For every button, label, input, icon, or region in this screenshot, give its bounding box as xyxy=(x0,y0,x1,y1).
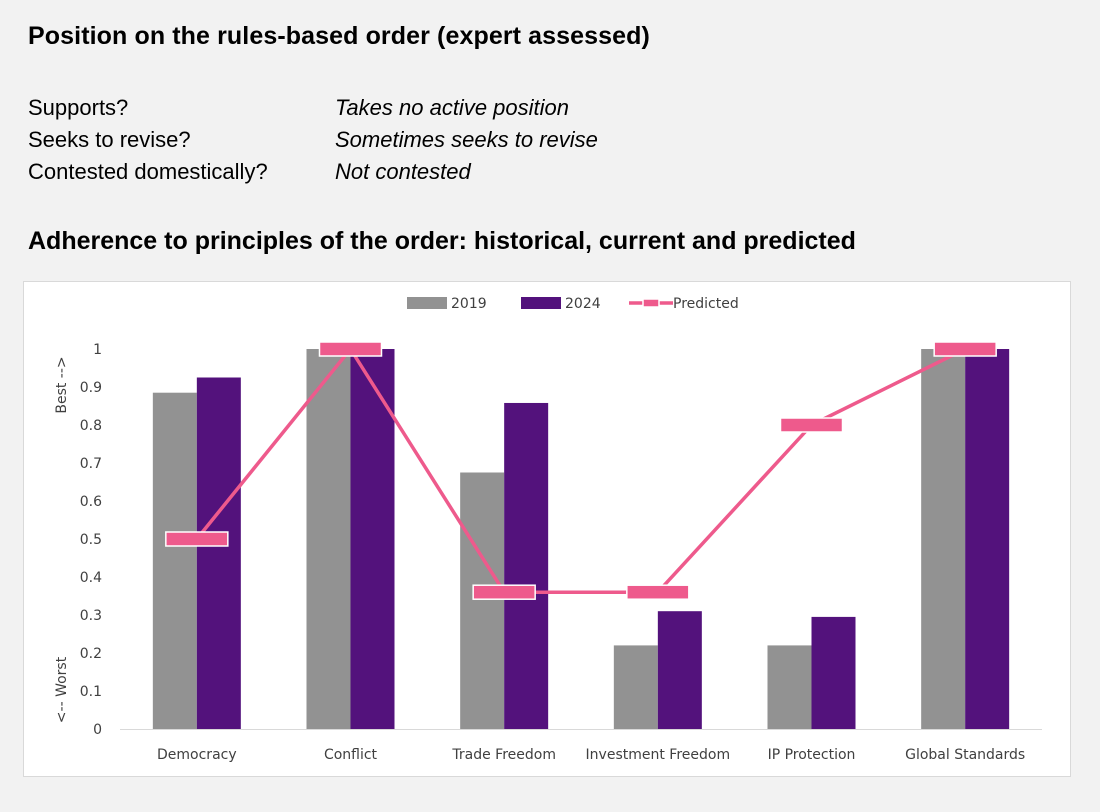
x-category-label: IP Protection xyxy=(768,747,856,763)
legend-swatch-2019 xyxy=(407,297,447,309)
predicted-marker-democracy xyxy=(165,531,229,547)
page-title: Position on the rules-based order (exper… xyxy=(28,22,650,50)
bar-2024-global-standards xyxy=(965,349,1010,729)
predicted-marker-global-standards xyxy=(933,341,997,357)
x-category-label: Investment Freedom xyxy=(586,747,731,763)
predicted-marker-conflict xyxy=(318,341,383,357)
y-axis-worst-label: <-- Worst xyxy=(54,656,70,723)
bar-2019-conflict xyxy=(306,349,351,729)
y-axis: 0 0.1 0.2 0.3 0.4 0.5 0.6 0.7 0.8 0.9 1 xyxy=(80,342,102,738)
y-axis-best-label: Best --> xyxy=(54,356,70,413)
position-value: Sometimes seeks to revise xyxy=(335,127,598,152)
y-tick-label: 0.1 xyxy=(80,684,102,700)
y-tick-label: 0.7 xyxy=(80,456,102,472)
chart-title: Adherence to principles of the order: hi… xyxy=(28,227,856,255)
bar-2019-trade-freedom xyxy=(460,472,505,729)
predicted-line xyxy=(195,347,966,594)
y-tick-label: 0.4 xyxy=(80,570,102,586)
legend-label: Predicted xyxy=(673,296,739,312)
x-category-label: Trade Freedom xyxy=(451,747,556,763)
bar-2024-investment-freedom xyxy=(657,611,702,729)
position-value: Takes no active position xyxy=(335,95,569,120)
bars xyxy=(152,349,1010,729)
y-tick-label: 0.9 xyxy=(80,380,102,396)
y-tick-label: 0.8 xyxy=(80,418,102,434)
position-label: Seeks to revise? xyxy=(28,127,191,152)
bar-2024-democracy xyxy=(196,377,241,729)
position-label: Contested domestically? xyxy=(28,159,268,184)
y-tick-label: 0.3 xyxy=(80,608,102,624)
bar-2024-ip-protection xyxy=(811,616,856,729)
chart-container: 2019 2024 Predicted 0 0.1 0.2 0.3 0.4 0.5 0.6 0.7… xyxy=(23,281,1071,777)
y-tick-label: 1 xyxy=(93,342,102,358)
bar-2019-global-standards xyxy=(921,349,966,729)
x-category-label: Conflict xyxy=(324,747,378,763)
predicted-marker-trade-freedom xyxy=(472,584,536,600)
legend-swatch-predicted-marker xyxy=(642,298,660,308)
predicted-marker-ip-protection xyxy=(779,417,844,433)
legend-label: 2024 xyxy=(565,296,601,312)
legend: 2019 2024 Predicted xyxy=(407,296,739,312)
bar-2019-investment-freedom xyxy=(613,645,658,729)
y-tick-label: 0.5 xyxy=(80,532,102,548)
bar-2024-conflict xyxy=(350,349,395,729)
predicted-marker-investment-freedom xyxy=(626,584,690,600)
adherence-chart: 2019 2024 Predicted 0 0.1 0.2 0.3 0.4 0.5 0.6 0.7… xyxy=(54,296,1042,763)
bar-2019-ip-protection xyxy=(767,645,812,729)
y-tick-label: 0 xyxy=(93,722,102,738)
position-label: Supports? xyxy=(28,95,129,120)
x-axis: Democracy Conflict Trade Freedom Investment… xyxy=(157,747,1025,763)
bar-2019-democracy xyxy=(152,392,197,729)
y-tick-label: 0.6 xyxy=(80,494,102,510)
legend-label: 2019 xyxy=(451,296,487,312)
position-value: Not contested xyxy=(335,159,471,184)
x-category-label: Global Standards xyxy=(905,747,1025,763)
bar-2024-trade-freedom xyxy=(504,402,549,729)
y-tick-label: 0.2 xyxy=(80,646,102,662)
legend-swatch-2024 xyxy=(521,297,561,309)
x-category-label: Democracy xyxy=(157,747,237,763)
predicted-series xyxy=(165,341,997,600)
